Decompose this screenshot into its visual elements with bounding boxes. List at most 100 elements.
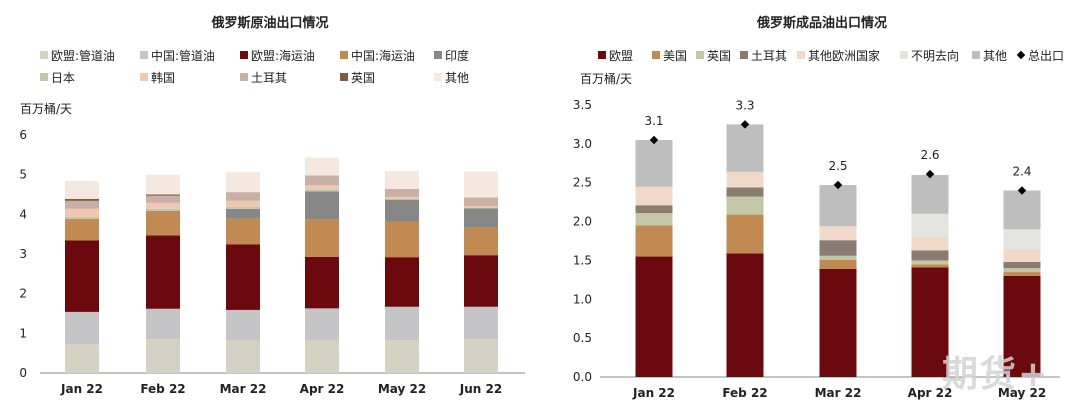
chart2-bar-2-0 <box>819 268 857 377</box>
chart2-ytick-6: 3.0 <box>573 137 592 151</box>
chart1-bar-3-1 <box>305 308 339 341</box>
chart1-bar-0-7 <box>65 200 99 209</box>
chart2-bar-2-3 <box>819 240 857 256</box>
chart2-bar-1-1 <box>726 214 764 254</box>
chart2-total-label-4: 2.4 <box>1012 164 1031 178</box>
chart1-bar-5-7 <box>464 197 498 207</box>
chart1-xtick-4: May 22 <box>378 382 426 396</box>
chart2-xtick-4: May 22 <box>998 386 1046 400</box>
chart1-bar-2-5 <box>226 206 260 209</box>
chart1-bar-2-7 <box>226 192 260 201</box>
chart2-ytick-3: 1.5 <box>573 253 592 267</box>
chart2-bar-4-4 <box>1003 248 1041 262</box>
chart2-bar-2-2 <box>819 255 857 260</box>
chart2-legend-marker-total <box>1016 50 1026 60</box>
chart1-bar-3-6 <box>305 185 339 190</box>
chart1-ytick-0: 0 <box>19 366 27 380</box>
chart1-xtick-2: Mar 22 <box>220 382 267 396</box>
chart1-bar-4-3 <box>385 221 419 258</box>
chart2-ytick-2: 1.0 <box>573 292 592 306</box>
chart1-ytick-4: 4 <box>19 207 27 221</box>
chart1-bar-2-1 <box>226 309 260 341</box>
chart1-legend-swatch-1 <box>140 51 148 59</box>
chart1-bar-1-3 <box>146 211 180 236</box>
chart2-ytick-0: 0.0 <box>573 370 592 384</box>
chart1-bar-1-5 <box>146 208 180 211</box>
chart1-bar-4-9 <box>385 171 419 189</box>
chart1-bar-4-1 <box>385 306 419 341</box>
chart2-legend-label-4: 其他欧洲国家 <box>808 48 880 63</box>
chart2-bar-3-6 <box>911 174 949 214</box>
chart1-bar-1-1 <box>146 308 180 340</box>
chart2-bar-3-4 <box>911 237 949 251</box>
chart1-bar-3-5 <box>305 189 339 192</box>
chart1-legend-label-8: 英国 <box>351 71 375 85</box>
chart1-legend-swatch-8 <box>340 73 348 81</box>
chart1-bar-0-0 <box>65 344 99 373</box>
chart1-bar-4-4 <box>385 199 419 222</box>
chart2-xtick-2: Mar 22 <box>815 386 862 400</box>
chart1-legend-swatch-7 <box>240 73 248 81</box>
chart2-bar-1-0 <box>726 253 764 377</box>
chart2-legend-label-2: 英国 <box>707 49 731 63</box>
chart2-bar-1-3 <box>726 187 764 197</box>
chart1-bar-1-9 <box>146 174 180 195</box>
chart2-bar-0-6 <box>635 139 673 187</box>
chart1-bar-5-3 <box>464 227 498 256</box>
chart2-ylabel: 百万桶/天 <box>580 71 632 86</box>
chart2-bar-4-2 <box>1003 268 1041 273</box>
chart1-bar-4-0 <box>385 340 419 373</box>
chart1-bar-3-0 <box>305 340 339 373</box>
chart1-bar-2-9 <box>226 172 260 193</box>
chart2-legend-label-total: 总出口 <box>1028 49 1064 63</box>
chart1-bar-1-2 <box>146 235 180 309</box>
chart2-xtick-3: Apr 22 <box>908 386 953 400</box>
chart2-ytick-7: 3.5 <box>573 98 592 112</box>
chart1-bar-5-1 <box>464 306 498 340</box>
chart2-title: 俄罗斯成品油出口情况 <box>756 15 887 31</box>
chart1-bar-2-4 <box>226 208 260 219</box>
chart2-bar-0-3 <box>635 205 673 214</box>
chart1-bar-5-9 <box>464 171 498 198</box>
chart1-bar-4-6 <box>385 196 419 199</box>
chart1-legend-swatch-2 <box>240 51 248 59</box>
chart1-bar-0-8 <box>65 198 99 201</box>
chart2-legend-swatch-2 <box>696 51 704 59</box>
chart1-xtick-3: Apr 22 <box>300 382 345 396</box>
chart1-bar-5-0 <box>464 339 498 373</box>
chart1-legend-label-3: 中国:海运油 <box>351 48 415 63</box>
chart1-legend-label-1: 中国:管道油 <box>151 48 215 63</box>
chart2-legend-swatch-0 <box>598 51 606 59</box>
chart1-bar-2-0 <box>226 340 260 373</box>
chart2-legend-swatch-6 <box>972 51 980 59</box>
chart2-bar-3-0 <box>911 267 949 377</box>
chart1-xtick-1: Feb 22 <box>140 382 185 396</box>
chart2-bar-3-5 <box>911 213 949 238</box>
chart1-bar-3-4 <box>305 191 339 220</box>
chart1-bar-3-9 <box>305 157 339 176</box>
chart2-legend-label-0: 欧盟 <box>609 49 633 63</box>
chart2-xtick-0: Jan 22 <box>632 386 675 400</box>
chart1-bar-3-7 <box>305 175 339 186</box>
chart2-bar-3-3 <box>911 250 949 261</box>
chart2-bar-1-4 <box>726 171 764 188</box>
chart1-bar-3-3 <box>305 219 339 257</box>
chart2-bar-2-6 <box>819 185 857 227</box>
chart2-total-label-0: 3.1 <box>644 114 663 128</box>
chart2-legend-label-5: 不明去向 <box>911 48 959 63</box>
chart1-bar-0-5 <box>65 216 99 219</box>
chart2-xtick-1: Feb 22 <box>722 386 767 400</box>
chart2-bar-4-3 <box>1003 261 1041 269</box>
chart1-ytick-3: 3 <box>19 247 27 261</box>
chart1-bar-4-2 <box>385 257 419 307</box>
chart1-legend-label-6: 韩国 <box>151 70 175 85</box>
chart1-bar-5-2 <box>464 255 498 307</box>
chart1-ytick-1: 1 <box>19 326 27 340</box>
chart1-legend-swatch-6 <box>140 73 148 81</box>
chart1-legend-label-0: 欧盟:管道油 <box>51 48 115 63</box>
chart1-legend-swatch-9 <box>434 73 442 81</box>
chart2-bar-2-1 <box>819 259 857 269</box>
chart1-xtick-5: Jun 22 <box>459 382 502 396</box>
chart2-legend-swatch-5 <box>900 51 908 59</box>
